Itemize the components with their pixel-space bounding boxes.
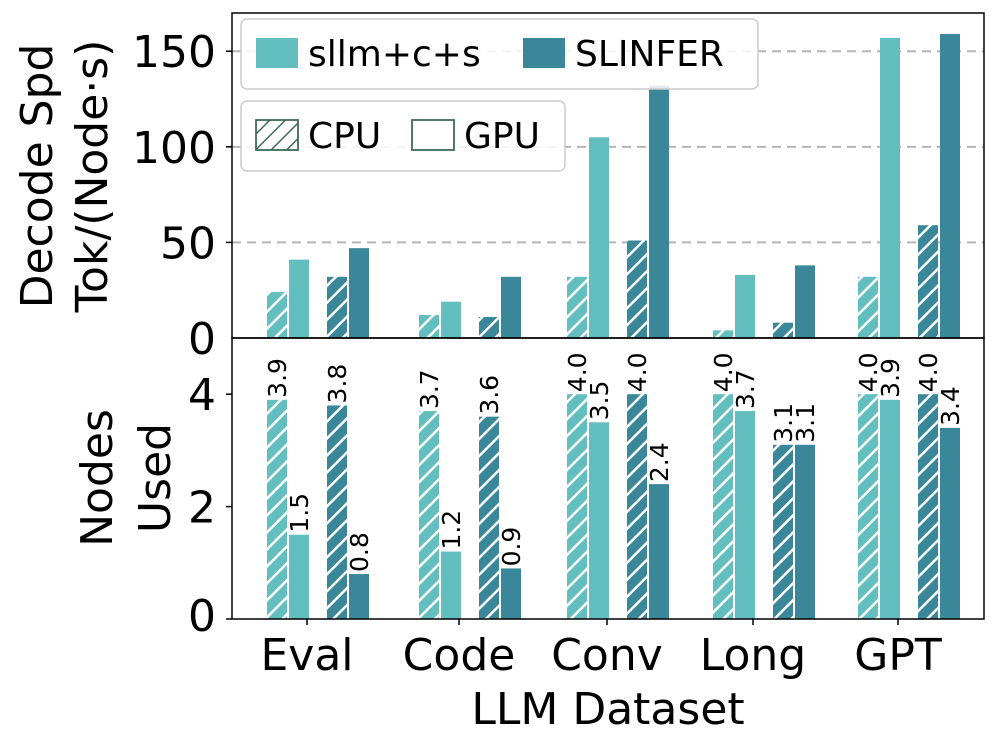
legend-swatch-gpu: [411, 119, 455, 151]
bottom-value-label: 3.4: [936, 386, 965, 426]
xtick-label-code: Code: [403, 630, 516, 681]
xtick-label-long: Long: [700, 630, 806, 681]
top-bar-sllmcs-gpu-eval: [289, 259, 309, 338]
bottom-bar-slinfer-gpu-code: [501, 568, 521, 619]
device-legend-box: [240, 100, 566, 172]
xtick-label-gpt: GPT: [854, 630, 942, 681]
top-bar-slinfer-gpu-eval: [349, 248, 369, 338]
x-axis-label: LLM Dataset: [471, 684, 744, 735]
bottom-value-label: 3.6: [475, 375, 504, 415]
method-legend-box: [240, 18, 759, 90]
bottom-bar-sllmcs-gpu-long: [735, 411, 755, 619]
bottom-value-label: 2.4: [645, 442, 674, 482]
bottom-bar-slinfer-cpu-conv: [627, 394, 647, 619]
bottom-bar-sllmcs-cpu-long: [713, 394, 733, 619]
bottom-value-label: 4.0: [623, 352, 652, 392]
xtick-label-conv: Conv: [551, 630, 663, 681]
top-bar-sllmcs-gpu-long: [735, 274, 755, 338]
bottom-value-label: 4.0: [709, 352, 738, 392]
top-bar-slinfer-cpu-gpt: [918, 225, 938, 338]
legend-label-gpu: GPU: [464, 116, 540, 157]
legend-swatch-sllm: [256, 38, 298, 68]
top-bar-slinfer-gpu-conv: [649, 85, 669, 338]
bottom-ylabel-line2: Used: [130, 423, 181, 533]
bottom-value-label: 3.1: [791, 403, 820, 443]
bottom-bar-sllmcs-cpu-code: [419, 411, 439, 619]
bottom-bar-sllmcs-gpu-code: [441, 551, 461, 619]
top-bar-sllmcs-gpu-gpt: [880, 37, 900, 339]
bottom-value-label: 1.2: [437, 510, 466, 550]
x-tick-labels: Eval Code Conv Long GPT: [260, 619, 942, 681]
bottom-value-label: 3.8: [323, 364, 352, 404]
bottom-value-label: 3.9: [263, 358, 292, 398]
top-ytick-label: 150: [132, 27, 216, 78]
top-bar-sllmcs-cpu-conv: [567, 276, 587, 338]
device-legend: CPU GPU: [240, 100, 566, 172]
bottom-bar-slinfer-gpu-gpt: [940, 427, 960, 619]
top-ylabel-line1: Decode Spd: [12, 44, 63, 309]
bottom-bar-slinfer-cpu-gpt: [918, 394, 938, 619]
bottom-bar-slinfer-cpu-eval: [327, 405, 347, 619]
top-bar-sllmcs-gpu-conv: [589, 137, 609, 338]
bottom-y-ticks: 0 2 4: [188, 370, 232, 642]
legend-label-sllm: sllm+c+s: [308, 34, 481, 75]
top-bar-slinfer-gpu-long: [795, 265, 815, 338]
top-ytick-label: 100: [132, 123, 216, 174]
bottom-bar-sllmcs-cpu-conv: [567, 394, 587, 619]
bottom-value-label: 4.0: [563, 352, 592, 392]
bottom-bar-slinfer-gpu-eval: [349, 574, 369, 619]
nodes-used-panel: 3.9 3.7 4.0 4.0 4.01.5 1.23.5 3.7 3.93.8 3.64.03…: [72, 337, 985, 735]
top-bar-slinfer-cpu-long: [773, 322, 793, 338]
top-bar-sllmcs-cpu-eval: [267, 292, 287, 338]
bottom-value-label: 1.5: [285, 493, 314, 533]
bottom-ylabel-line1: Nodes: [72, 409, 123, 547]
bottom-value-label: 0.9: [497, 527, 526, 567]
decode-speed-panel: 0 50 100 150 Decode Spd Tok/(Node·s) sllm+c…: [12, 12, 985, 365]
bottom-bars: 3.9 3.7 4.0 4.0 4.01.5 1.23.5 3.7 3.93.8 3.64.03…: [263, 352, 965, 619]
top-ytick-label: 0: [188, 314, 216, 365]
top-bar-slinfer-cpu-eval: [327, 276, 347, 338]
top-bar-slinfer-cpu-code: [479, 316, 499, 338]
legend-label-slinfer: SLINFER: [575, 34, 724, 75]
bottom-bar-sllmcs-gpu-eval: [289, 534, 309, 619]
xtick-label-eval: Eval: [260, 630, 353, 681]
bottom-value-label: 0.8: [345, 532, 374, 572]
method-legend: sllm+c+s SLINFER: [240, 18, 759, 90]
top-bar-sllmcs-cpu-long: [713, 330, 733, 338]
bottom-ytick-label: 4: [188, 370, 216, 421]
bottom-ytick-label: 0: [188, 591, 216, 642]
bottom-bar-sllmcs-cpu-eval: [267, 399, 287, 619]
bottom-bar-sllmcs-cpu-gpt: [858, 394, 878, 619]
bottom-value-label: 3.5: [585, 381, 614, 421]
top-bar-slinfer-cpu-conv: [627, 240, 647, 338]
top-bar-sllmcs-gpu-code: [441, 301, 461, 338]
bottom-value-label: 4.0: [914, 352, 943, 392]
top-ylabel-line2: Tok/(Node·s): [67, 40, 118, 314]
bottom-value-label: 3.7: [415, 369, 444, 409]
top-bar-sllmcs-cpu-gpt: [858, 276, 878, 338]
bottom-bar-sllmcs-gpu-conv: [589, 422, 609, 619]
bottom-value-label: 3.7: [731, 369, 760, 409]
top-ytick-label: 50: [160, 218, 216, 269]
legend-swatch-slinfer: [523, 38, 565, 68]
top-bar-sllmcs-cpu-code: [419, 315, 439, 338]
bottom-bar-slinfer-gpu-conv: [649, 484, 669, 619]
bottom-bar-sllmcs-gpu-gpt: [880, 399, 900, 619]
bottom-bar-slinfer-cpu-long: [773, 444, 793, 619]
bottom-ytick-label: 2: [188, 483, 216, 534]
top-bar-slinfer-gpu-gpt: [940, 34, 960, 338]
top-bar-slinfer-gpu-code: [501, 276, 521, 338]
bottom-value-label: 3.1: [769, 403, 798, 443]
top-y-ticks: 0 50 100 150: [132, 27, 232, 365]
bottom-bar-slinfer-gpu-long: [795, 444, 815, 619]
legend-label-cpu: CPU: [308, 116, 381, 157]
bottom-value-label: 4.0: [854, 352, 883, 392]
legend-swatch-cpu: [255, 119, 299, 151]
bottom-value-label: 3.9: [876, 358, 905, 398]
bottom-plot-frame: [231, 337, 985, 620]
top-bars: [267, 34, 960, 339]
bottom-bar-slinfer-cpu-code: [479, 416, 499, 619]
